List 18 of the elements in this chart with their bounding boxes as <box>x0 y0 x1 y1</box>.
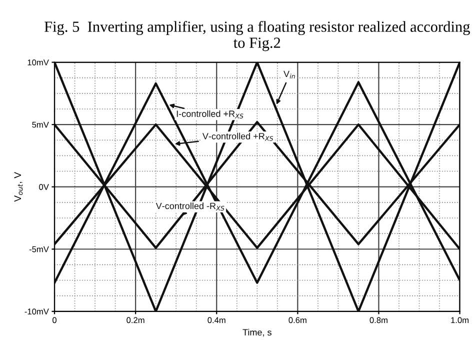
series-label: I-controlled +R$_{XS}$ <box>176 110 244 118</box>
series-label: V-controlled -R$_{XS}$ <box>156 202 224 211</box>
x-tick-label: 0 <box>52 317 56 324</box>
legend-label: V-controlled +R$_{XS}$ <box>202 132 274 141</box>
x-tick-label: 0.8m <box>370 317 388 324</box>
y-tick-label: -5mV <box>29 246 49 252</box>
x-tick-label: 0.2m <box>126 317 144 324</box>
x-axis-title: Time, s <box>242 328 272 337</box>
chart-title: Fig. 5 Inverting amplifier, using a floating resistor realized according to Fig.2 <box>44 21 470 52</box>
x-tick-label: 0.6m <box>288 317 306 324</box>
x-tick-label: 1.0m <box>451 317 468 324</box>
y-tick-label: 10mV <box>28 59 49 66</box>
x-tick-label: 0.4m <box>208 317 226 324</box>
y-axis-title: V$_{out}$, V <box>14 172 23 202</box>
y-tick-label: 5mV <box>32 122 49 128</box>
text: V$_{in}$ <box>284 70 295 79</box>
y-tick-label: -10mV <box>24 308 49 314</box>
y-tick-label: 0V <box>39 184 49 190</box>
